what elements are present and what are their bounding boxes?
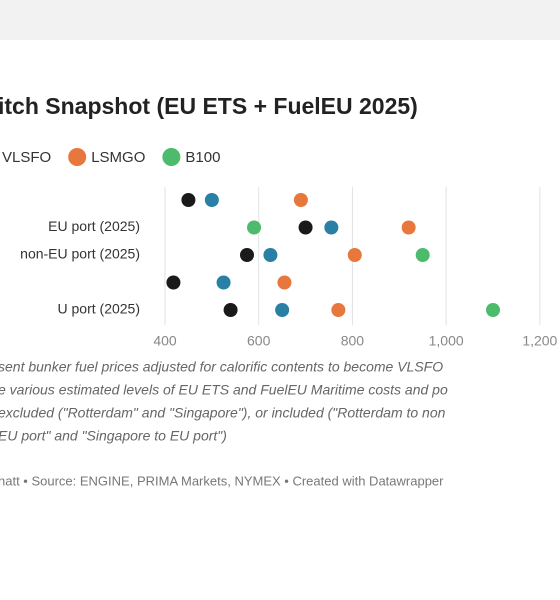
notes: sent bunker fuel prices adjusted for cal… bbox=[0, 359, 448, 444]
row-label: U port (2025) bbox=[58, 301, 140, 317]
legend-dot bbox=[162, 148, 181, 166]
x-tick-label: 400 bbox=[153, 333, 177, 349]
dot bbox=[331, 303, 346, 317]
note-line: sent bunker fuel prices adjusted for cal… bbox=[0, 359, 443, 375]
legend-dot bbox=[68, 148, 87, 166]
dot bbox=[166, 275, 181, 290]
grid: 400 600 800 1,000 1,200 bbox=[153, 187, 558, 349]
dot bbox=[223, 303, 238, 317]
x-tick-label: 800 bbox=[341, 333, 365, 349]
dot bbox=[263, 248, 278, 262]
legend-label: VLSFO bbox=[2, 149, 51, 166]
legend: VLSFO LSMGO B100 bbox=[2, 148, 220, 166]
dot bbox=[401, 220, 416, 235]
note-line: e various estimated levels of EU ETS and… bbox=[0, 382, 448, 398]
legend-label: B100 bbox=[185, 149, 220, 166]
row-label: non-EU port (2025) bbox=[20, 246, 140, 262]
dot bbox=[277, 275, 292, 290]
dot bbox=[204, 193, 219, 207]
dot bbox=[275, 303, 290, 317]
dot bbox=[324, 220, 339, 235]
legend-label: LSMGO bbox=[91, 149, 145, 166]
dot bbox=[485, 303, 500, 317]
rows: EU port (2025) non-EU port (2025) U port (… bbox=[20, 218, 140, 317]
dot bbox=[216, 275, 231, 290]
x-tick-label: 600 bbox=[247, 333, 271, 349]
x-tick-label: 1,000 bbox=[429, 333, 464, 349]
source: hatt • Source: ENGINE, PRIMA Markets, NY… bbox=[0, 473, 444, 488]
top-band bbox=[0, 0, 560, 40]
row-label: EU port (2025) bbox=[48, 218, 140, 234]
dot bbox=[298, 220, 313, 235]
x-tick-label: 1,200 bbox=[522, 333, 557, 349]
dot bbox=[293, 193, 308, 207]
dots bbox=[166, 193, 500, 317]
chart-title: itch Snapshot (EU ETS + FuelEU 2025) bbox=[0, 93, 418, 119]
dot bbox=[247, 220, 262, 235]
dot bbox=[181, 193, 196, 207]
dot bbox=[347, 248, 362, 262]
dot bbox=[415, 248, 430, 262]
note-line: EU port" and "Singapore to EU port") bbox=[0, 428, 227, 444]
dot bbox=[239, 248, 254, 262]
note-line: excluded ("Rotterdam" and "Singapore"), … bbox=[0, 405, 446, 421]
